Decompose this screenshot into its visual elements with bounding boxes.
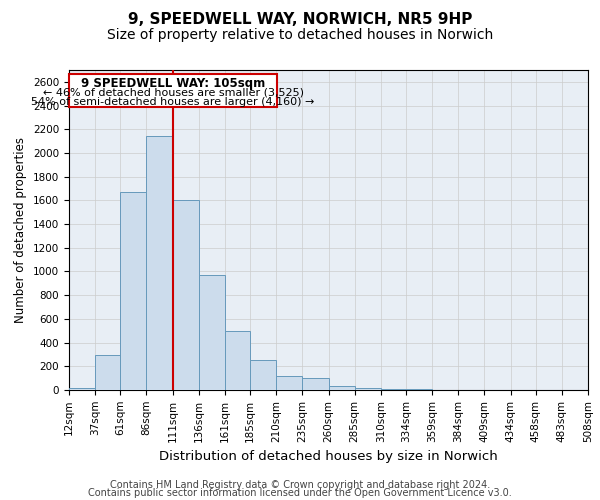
Bar [250, 360, 276, 390]
Text: Size of property relative to detached houses in Norwich: Size of property relative to detached ho… [107, 28, 493, 42]
Bar [355, 388, 381, 390]
Text: 9 SPEEDWELL WAY: 105sqm: 9 SPEEDWELL WAY: 105sqm [81, 77, 265, 90]
Text: Contains public sector information licensed under the Open Government Licence v3: Contains public sector information licen… [88, 488, 512, 498]
Bar [69, 388, 95, 390]
Y-axis label: Number of detached properties: Number of detached properties [14, 137, 28, 323]
Text: Contains HM Land Registry data © Crown copyright and database right 2024.: Contains HM Land Registry data © Crown c… [110, 480, 490, 490]
Text: 54% of semi-detached houses are larger (4,160) →: 54% of semi-detached houses are larger (… [31, 98, 315, 108]
Bar [302, 378, 329, 390]
Bar [95, 355, 120, 390]
Bar [276, 376, 302, 390]
Bar [199, 275, 225, 390]
Bar [146, 136, 173, 390]
Bar [120, 192, 146, 390]
Text: ← 46% of detached houses are smaller (3,525): ← 46% of detached houses are smaller (3,… [43, 87, 304, 97]
FancyBboxPatch shape [69, 74, 277, 106]
Text: 9, SPEEDWELL WAY, NORWICH, NR5 9HP: 9, SPEEDWELL WAY, NORWICH, NR5 9HP [128, 12, 472, 28]
X-axis label: Distribution of detached houses by size in Norwich: Distribution of detached houses by size … [159, 450, 498, 463]
Bar [329, 386, 355, 390]
Bar [225, 330, 250, 390]
Bar [173, 200, 199, 390]
Bar [381, 388, 406, 390]
